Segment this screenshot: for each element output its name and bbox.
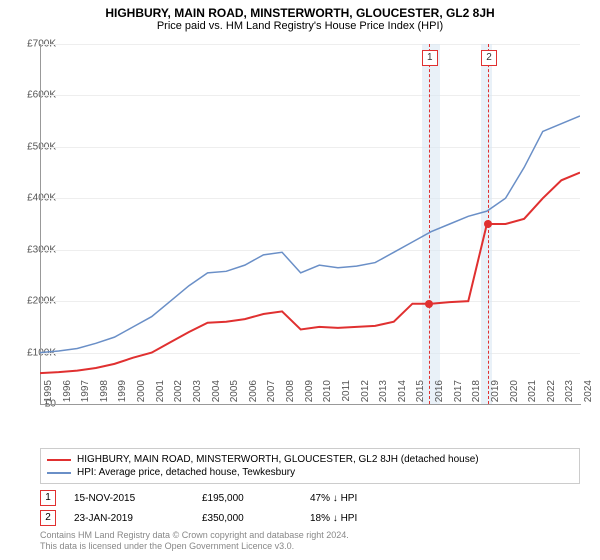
tx-price: £350,000	[202, 513, 292, 524]
x-tick-label: 2024	[583, 380, 594, 410]
transactions-table: 1 15-NOV-2015 £195,000 47% ↓ HPI 2 23-JA…	[40, 488, 580, 528]
table-row: 1 15-NOV-2015 £195,000 47% ↓ HPI	[40, 488, 580, 508]
x-tick-label: 1999	[117, 380, 128, 410]
x-tick-label: 2005	[229, 380, 240, 410]
x-tick-label: 2001	[155, 380, 166, 410]
marker-number-box: 1	[422, 50, 438, 66]
x-tick-label: 2011	[341, 380, 352, 410]
legend-item: HIGHBURY, MAIN ROAD, MINSTERWORTH, GLOUC…	[47, 453, 573, 466]
transaction-dot	[484, 220, 492, 228]
x-tick-label: 2004	[211, 380, 222, 410]
x-tick-label: 1998	[99, 380, 110, 410]
chart-subtitle: Price paid vs. HM Land Registry's House …	[0, 20, 600, 36]
x-tick-label: 1995	[43, 380, 54, 410]
chart-container: HIGHBURY, MAIN ROAD, MINSTERWORTH, GLOUC…	[0, 0, 600, 560]
x-tick-label: 2009	[304, 380, 315, 410]
x-tick-label: 2023	[564, 380, 575, 410]
tx-pct-vs-hpi: 18% ↓ HPI	[310, 513, 400, 524]
x-tick-label: 1997	[80, 380, 91, 410]
x-tick-label: 2018	[471, 380, 482, 410]
tx-id-box: 1	[40, 490, 56, 506]
x-tick-label: 2017	[453, 380, 464, 410]
x-tick-label: 2000	[136, 380, 147, 410]
x-tick-label: 2015	[415, 380, 426, 410]
line-series-svg	[40, 44, 580, 404]
legend-box: HIGHBURY, MAIN ROAD, MINSTERWORTH, GLOUC…	[40, 448, 580, 484]
x-tick-label: 1996	[62, 380, 73, 410]
tx-price: £195,000	[202, 493, 292, 504]
legend-label: HIGHBURY, MAIN ROAD, MINSTERWORTH, GLOUC…	[77, 454, 479, 465]
x-tick-label: 2006	[248, 380, 259, 410]
footer-attribution: Contains HM Land Registry data © Crown c…	[40, 530, 580, 553]
legend-swatch	[47, 472, 71, 474]
x-tick-label: 2022	[546, 380, 557, 410]
x-tick-label: 2021	[527, 380, 538, 410]
transaction-dot	[425, 300, 433, 308]
legend-label: HPI: Average price, detached house, Tewk…	[77, 467, 295, 478]
x-tick-label: 2016	[434, 380, 445, 410]
x-tick-label: 2014	[397, 380, 408, 410]
legend-swatch	[47, 459, 71, 461]
x-tick-label: 2012	[360, 380, 371, 410]
x-tick-label: 2010	[322, 380, 333, 410]
chart-title: HIGHBURY, MAIN ROAD, MINSTERWORTH, GLOUC…	[0, 0, 600, 20]
x-tick-label: 2007	[266, 380, 277, 410]
x-tick-label: 2003	[192, 380, 203, 410]
x-tick-label: 2019	[490, 380, 501, 410]
tx-date: 15-NOV-2015	[74, 493, 184, 504]
tx-date: 23-JAN-2019	[74, 513, 184, 524]
tx-id-box: 2	[40, 510, 56, 526]
series-line-hpi	[40, 116, 580, 353]
marker-number-box: 2	[481, 50, 497, 66]
footer-line: Contains HM Land Registry data © Crown c…	[40, 530, 580, 541]
footer-line: This data is licensed under the Open Gov…	[40, 541, 580, 552]
table-row: 2 23-JAN-2019 £350,000 18% ↓ HPI	[40, 508, 580, 528]
x-tick-label: 2002	[173, 380, 184, 410]
x-tick-label: 2013	[378, 380, 389, 410]
legend-item: HPI: Average price, detached house, Tewk…	[47, 466, 573, 479]
x-tick-label: 2008	[285, 380, 296, 410]
x-tick-label: 2020	[509, 380, 520, 410]
tx-pct-vs-hpi: 47% ↓ HPI	[310, 493, 400, 504]
